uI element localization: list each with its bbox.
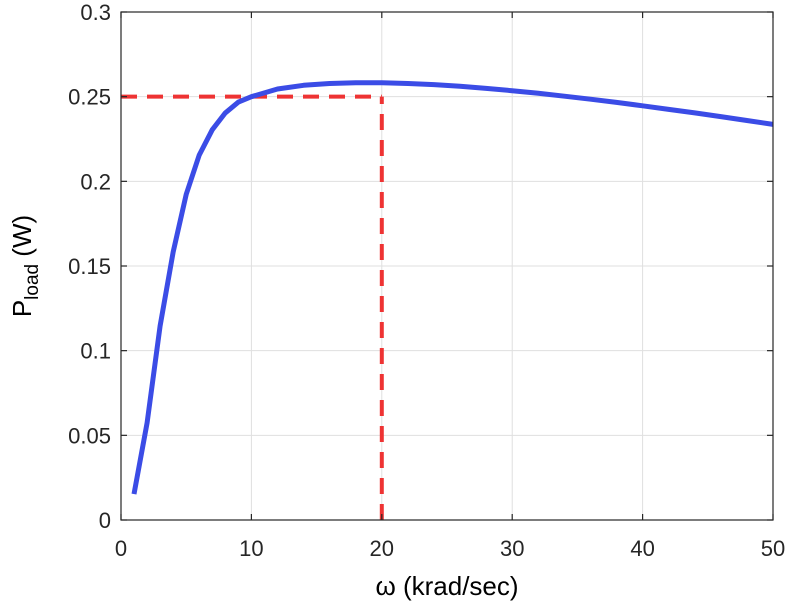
y-axis-label: Pload (W) [7,215,43,317]
y-tick-label: 0.05 [68,423,111,448]
x-tick-label: 40 [630,536,654,561]
y-axis-ticks: 0 0.05 0.1 0.15 0.2 0.25 0.3 [68,0,773,533]
y-axis-label-unit: (W) [7,215,37,264]
x-tick-label: 10 [239,536,263,561]
x-tick-label: 20 [370,536,394,561]
series-layer [131,80,774,495]
y-tick-label: 0.15 [68,254,111,279]
x-axis-label: ω (krad/sec) [375,571,518,601]
y-tick-label: 0.25 [68,85,111,110]
x-tick-label: 0 [115,536,127,561]
power-curve [131,80,774,495]
y-tick-label: 0.3 [80,0,111,25]
y-tick-label: 0 [99,508,111,533]
x-axis-ticks: 0 10 20 30 40 50 [115,12,785,561]
y-tick-label: 0.1 [80,339,111,364]
y-axis-label-main: P [7,300,37,317]
y-axis-label-subscript: load [22,264,43,300]
y-tick-label: 0.2 [80,169,111,194]
x-tick-label: 50 [761,536,785,561]
x-tick-label: 30 [500,536,524,561]
